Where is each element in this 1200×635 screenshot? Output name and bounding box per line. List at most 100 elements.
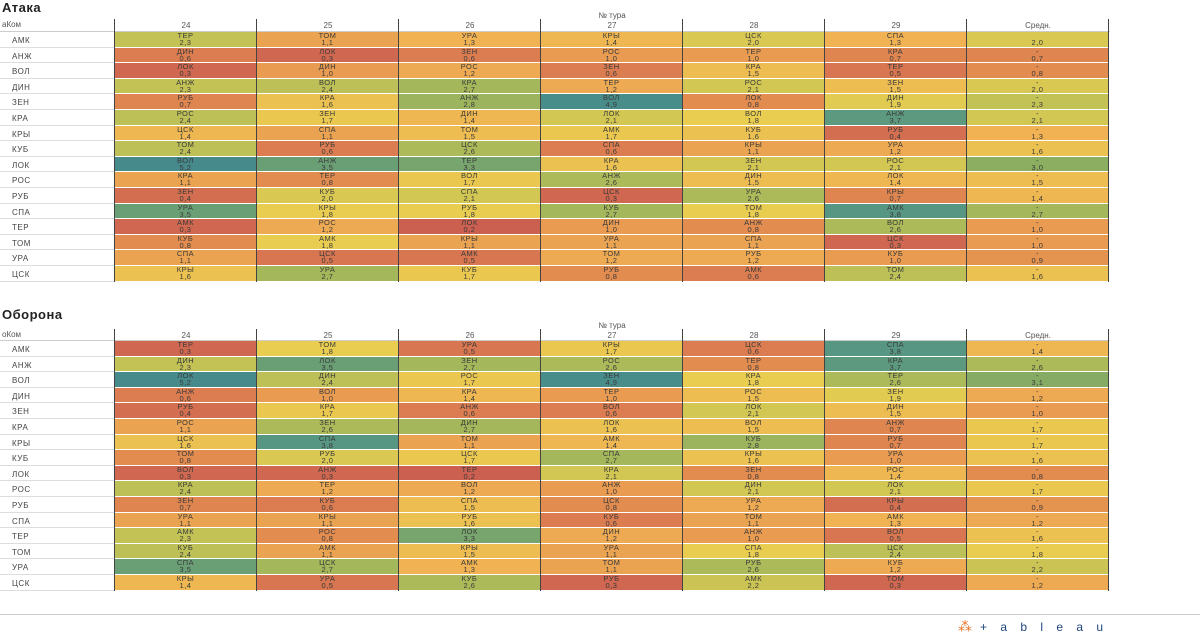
cell-opponent: ТОМ (460, 434, 479, 443)
cell-opponent: КРА (319, 94, 336, 103)
cell-opponent: ТОМ (744, 203, 763, 212)
cell-opponent: ЛОК (603, 419, 620, 427)
heatmap-cell: ТЕР 0,2 (399, 465, 541, 482)
cell-value: 1,1 (179, 425, 192, 434)
cell-value: 3,1 (1031, 378, 1044, 388)
cell-opponent: КРА (603, 156, 620, 165)
cell-value: 1,7 (605, 131, 618, 141)
cell-value: 0,3 (605, 194, 618, 203)
cell-opponent: АМК (744, 266, 763, 274)
heatmap-cell: УРА 1,1 (541, 234, 683, 251)
heatmap-cell: -1,5 (967, 172, 1109, 188)
cell-opponent: ВОЛ (603, 94, 620, 103)
heatmap-cell: ТОМ 1,1 (399, 434, 541, 451)
cell-value: 0,6 (605, 518, 618, 528)
heatmap-cell: ЦСК 1,7 (399, 450, 541, 466)
row-label: АНЖ (12, 51, 32, 61)
cell-value: 2,1 (747, 487, 760, 497)
column-separator (824, 19, 825, 282)
heatmap-cell: АНЖ 3,5 (257, 156, 399, 173)
column-separator (398, 19, 399, 282)
heatmap-cell: -0,9 (967, 497, 1109, 513)
heatmap-cell: РОС 1,2 (257, 219, 399, 235)
heatmap-cell: ЦСК 2,6 (399, 141, 541, 157)
cell-opponent: ЛОК (887, 172, 904, 181)
row-label: УРА (12, 563, 29, 573)
heatmap-cell: КРА 1,4 (399, 387, 541, 404)
cell-opponent: РУБ (745, 559, 762, 568)
cell-value: 1,8 (1031, 549, 1044, 559)
heatmap-cell: ЛОК 3,3 (399, 528, 541, 544)
tableau-mark-icon: ⁂ (958, 618, 972, 634)
cell-opponent: КРА (745, 372, 762, 381)
heatmap-cell: КРА 0,7 (825, 47, 967, 64)
cell-opponent: - (1036, 450, 1039, 459)
heatmap-cell: ТЕР 0,5 (825, 63, 967, 79)
cell-opponent: - (1036, 125, 1039, 134)
row-divider (0, 371, 115, 373)
row-label: ВОЛ (12, 376, 30, 386)
cell-opponent: ВОЛ (177, 156, 194, 165)
heatmap-cell: ЗЕН 2,1 (683, 156, 825, 173)
cell-opponent: - (1036, 94, 1039, 103)
cell-value: 2,1 (747, 409, 760, 419)
cell-opponent: АНЖ (176, 78, 195, 87)
row-label: ЛОК (12, 160, 30, 170)
cell-opponent: УРА (887, 450, 904, 459)
cell-value: 2,4 (179, 487, 192, 497)
heatmap-cell: КУБ 2,4 (115, 543, 257, 560)
cell-opponent: ЛОК (887, 481, 904, 490)
cell-opponent: АНЖ (318, 465, 337, 474)
heatmap-cell: ЗЕН 0,7 (115, 497, 257, 513)
heatmap-cell: -1,3 (967, 125, 1109, 142)
heatmap-cell: -2,0 (967, 78, 1109, 95)
cell-value: 0,6 (605, 147, 618, 157)
heatmap-cell: ЦСК 1,4 (115, 125, 257, 142)
cell-opponent: ЦСК (603, 497, 620, 505)
cell-value: 0,3 (179, 471, 192, 481)
cell-opponent: ЛОК (319, 356, 336, 365)
cell-opponent: ТЕР (603, 387, 620, 396)
cell-value: 1,1 (179, 256, 192, 266)
cell-value: 1,4 (605, 440, 618, 450)
cell-value: 0,6 (605, 69, 618, 79)
heatmap-cell: РОС 2,4 (115, 110, 257, 126)
cell-opponent: КУБ (887, 559, 904, 568)
heatmap-cell: ВОЛ 5,2 (115, 156, 257, 173)
cell-value: 5,2 (179, 378, 192, 388)
heatmap-cell: РУБ 0,7 (115, 94, 257, 110)
cell-opponent: КРА (461, 387, 478, 396)
cell-value: 2,3 (179, 38, 192, 47)
cell-value: 0,6 (321, 147, 334, 157)
cell-opponent: КРЫ (318, 512, 337, 521)
row-label: АМК (12, 345, 31, 354)
cell-opponent: ЦСК (177, 125, 194, 134)
heatmap-cell: ЦСК 1,6 (115, 434, 257, 451)
cell-value: 1,0 (1031, 225, 1044, 235)
cell-value: 3,5 (179, 565, 192, 575)
cell-value: 1,5 (747, 425, 760, 434)
cell-value: 0,8 (321, 534, 334, 544)
cell-opponent: ТЕР (177, 341, 194, 349)
cell-value: 0,2 (463, 471, 476, 481)
heatmap-cell: ДИН 1,0 (541, 219, 683, 235)
cell-opponent: ЗЕН (887, 387, 904, 396)
cell-value: 0,5 (463, 347, 476, 356)
heatmap-cell: УРА 1,3 (399, 32, 541, 48)
cell-value: 2,4 (179, 549, 192, 559)
heatmap-cell: -2,1 (967, 110, 1109, 126)
heatmap-cell: КРЫ 1,8 (257, 203, 399, 220)
cell-value: 1,7 (1031, 487, 1044, 497)
heatmap-cell: -1,6 (967, 141, 1109, 157)
cell-value: 3,3 (463, 162, 476, 172)
heatmap-cell: РУБ 1,6 (399, 512, 541, 529)
heatmap-cell: ЦСК 0,3 (541, 188, 683, 204)
cell-opponent: ЗЕН (319, 110, 336, 118)
cell-value: 0,8 (747, 362, 760, 372)
section-title: Оборона (2, 307, 63, 322)
cell-value: 1,0 (605, 225, 618, 235)
cell-value: 2,8 (463, 100, 476, 110)
cell-value: 2,0 (1031, 38, 1044, 47)
cell-opponent: УРА (745, 188, 762, 196)
cell-opponent: ВОЛ (177, 465, 194, 474)
